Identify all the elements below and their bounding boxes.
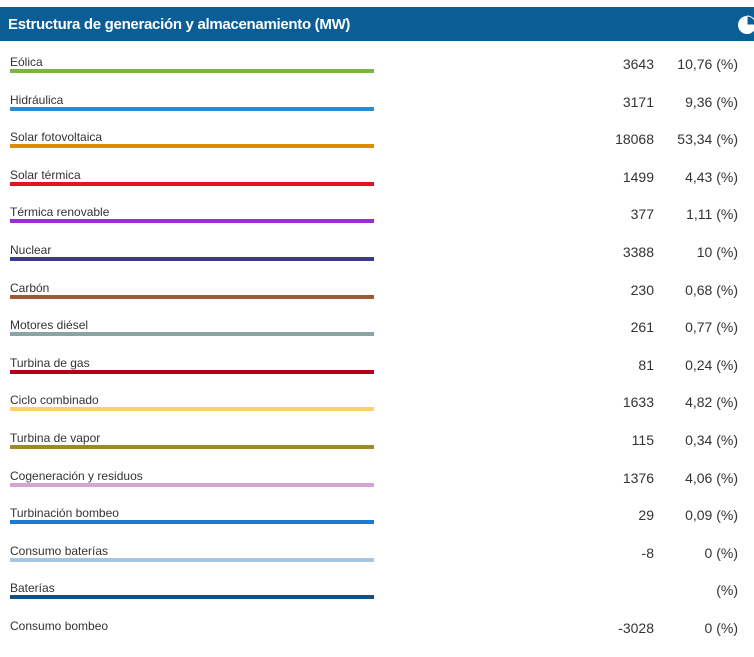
source-label: Consumo baterías <box>10 543 109 558</box>
list-item: Consumo baterías -8 0 (%) <box>0 544 754 582</box>
source-label: Carbón <box>10 280 50 295</box>
source-value: 18068 <box>615 131 654 148</box>
source-value: 1499 <box>622 168 654 185</box>
source-label: Motores diésel <box>10 318 89 333</box>
source-value: 1633 <box>622 394 654 411</box>
source-label: Hidráulica <box>10 92 64 107</box>
source-percent: 4,82 (%) <box>685 394 738 411</box>
source-percent: 0,24 (%) <box>685 356 738 373</box>
list-item: Motores diésel 261 0,77 (%) <box>0 318 754 356</box>
source-value: 377 <box>630 206 654 223</box>
source-label: Baterías <box>10 581 55 596</box>
source-value: 261 <box>630 319 654 336</box>
source-label: Nuclear <box>10 243 52 257</box>
source-color-bar <box>10 106 374 111</box>
list-item: Turbina de vapor 115 0,34 (%) <box>0 431 754 469</box>
list-item: Consumo bombeo -3028 0 (%) <box>0 619 754 657</box>
source-color-bar <box>10 257 374 261</box>
source-value: 81 <box>638 356 654 373</box>
source-color-bar <box>10 595 374 600</box>
source-label: Solar fotovoltaica <box>10 130 103 145</box>
source-color-bar <box>10 482 374 487</box>
list-item: Carbón 230 0,68 (%) <box>0 281 754 319</box>
source-percent: 9,36 (%) <box>685 93 738 110</box>
list-item: Ciclo combinado 1633 4,82 (%) <box>0 393 754 431</box>
source-percent: 0,68 (%) <box>685 281 738 298</box>
source-percent: 0 (%) <box>704 544 738 561</box>
source-label: Térmica renovable <box>10 205 110 220</box>
source-value: 115 <box>631 432 654 448</box>
source-label: Turbina de gas <box>10 355 90 370</box>
source-percent: 53,34 (%) <box>677 131 738 148</box>
source-color-bar <box>10 557 374 562</box>
source-color-bar <box>10 332 374 337</box>
source-value: 1376 <box>622 469 654 486</box>
source-label: Eólica <box>10 55 43 69</box>
source-value: -8 <box>641 544 654 561</box>
panel-header: Estructura de generación y almacenamient… <box>0 7 754 41</box>
source-label: Turbinación bombeo <box>10 506 119 521</box>
source-label: Cogeneración y residuos <box>10 468 143 483</box>
source-percent: 4,06 (%) <box>685 469 738 486</box>
source-percent: 0,77 (%) <box>685 319 738 336</box>
source-percent: 10,76 (%) <box>677 56 738 72</box>
source-value: 3388 <box>622 244 654 260</box>
list-item: Turbinación bombeo 29 0,09 (%) <box>0 506 754 544</box>
list-item: Hidráulica 3171 9,36 (%) <box>0 93 754 131</box>
list-item: Térmica renovable 377 1,11 (%) <box>0 205 754 243</box>
source-percent: 1,11 (%) <box>686 206 738 223</box>
source-color-bar <box>10 144 374 149</box>
source-percent: 0,34 (%) <box>685 432 738 448</box>
source-color-bar <box>10 69 374 73</box>
source-label: Ciclo combinado <box>10 393 99 408</box>
source-color-bar <box>10 520 374 525</box>
source-percent: 0,09 (%) <box>685 507 738 524</box>
source-label: Solar térmica <box>10 167 81 182</box>
source-value: 29 <box>638 507 654 524</box>
source-label: Turbina de vapor <box>10 431 101 445</box>
source-color-bar <box>10 181 374 186</box>
source-color-bar <box>10 407 374 412</box>
list-item: Nuclear 3388 10 (%) <box>0 243 754 281</box>
source-percent: 4,43 (%) <box>685 168 738 185</box>
list-item: Baterías (%) <box>0 581 754 619</box>
list-item: Cogeneración y residuos 1376 4,06 (%) <box>0 469 754 507</box>
list-item: Solar fotovoltaica 18068 53,34 (%) <box>0 130 754 168</box>
source-color-bar <box>10 294 374 299</box>
source-color-bar <box>10 219 374 224</box>
pie-chart-icon[interactable] <box>736 13 754 35</box>
source-percent: 10 (%) <box>696 244 738 260</box>
list-item: Eólica 3643 10,76 (%) <box>0 55 754 93</box>
source-color-bar <box>10 369 374 374</box>
list-item: Turbina de gas 81 0,24 (%) <box>0 356 754 394</box>
source-color-bar <box>10 445 374 449</box>
source-label: Consumo bombeo <box>10 619 109 633</box>
panel-title: Estructura de generación y almacenamient… <box>8 16 351 33</box>
source-value: 230 <box>630 281 654 298</box>
source-percent: 0 (%) <box>704 620 738 636</box>
source-value: 3643 <box>622 56 654 72</box>
source-value: -3028 <box>618 620 654 636</box>
source-value: 3171 <box>622 93 654 110</box>
list-item: Solar térmica 1499 4,43 (%) <box>0 168 754 206</box>
source-percent: (%) <box>716 582 738 599</box>
